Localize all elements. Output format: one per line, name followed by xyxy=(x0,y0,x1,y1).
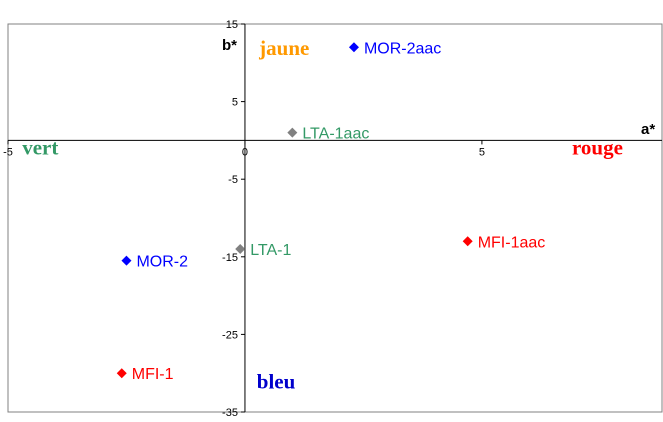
region-label-rouge: rouge xyxy=(572,135,623,159)
x-tick-label: 5 xyxy=(479,146,485,158)
plot-area xyxy=(7,23,663,413)
point-label-mor-2aac: MOR-2aac xyxy=(364,40,441,57)
region-label-vert: vert xyxy=(22,135,58,159)
y-tick-label: -25 xyxy=(222,329,238,341)
y-tick-label: 15 xyxy=(226,19,238,31)
x-axis-label: a* xyxy=(641,121,655,138)
point-marker-mor-2 xyxy=(121,255,132,266)
y-tick-label: -5 xyxy=(228,174,238,186)
region-label-jaune: jaune xyxy=(258,36,309,60)
y-tick-label: 5 xyxy=(232,97,238,109)
point-marker-mor-2aac xyxy=(348,42,359,53)
point-marker-lta-1 xyxy=(235,244,246,255)
y-tick-label: -15 xyxy=(222,252,238,264)
y-axis-label: b* xyxy=(222,37,237,54)
point-marker-mfi-1 xyxy=(116,368,127,379)
x-tick-label: 0 xyxy=(242,146,248,158)
point-label-lta-1: LTA-1 xyxy=(250,242,291,259)
point-label-mfi-1aac: MFI-1aac xyxy=(478,234,546,251)
region-label-bleu: bleu xyxy=(257,370,296,394)
point-label-lta-1aac: LTA-1aac xyxy=(302,126,369,143)
point-label-mor-2: MOR-2 xyxy=(136,254,188,271)
point-marker-lta-1aac xyxy=(287,127,298,138)
y-tick-label: -35 xyxy=(222,407,238,419)
point-label-mfi-1: MFI-1 xyxy=(132,366,174,383)
point-marker-mfi-1aac xyxy=(462,236,473,247)
x-tick-label: -5 xyxy=(3,146,13,158)
